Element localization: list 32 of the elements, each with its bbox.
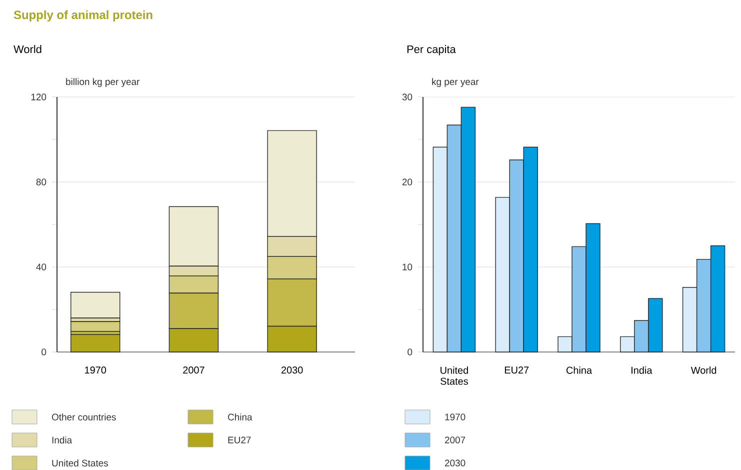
- y-tick-label: 20: [402, 178, 412, 186]
- legend-label: United States: [52, 460, 108, 466]
- x-tick-label: United States: [440, 366, 468, 385]
- x-tick-label: 1970: [85, 366, 106, 374]
- legend-label: EU27: [228, 436, 251, 444]
- legend-label: Other countries: [52, 414, 116, 420]
- y-tick-label: 0: [408, 348, 412, 356]
- legend-label: 2007: [444, 436, 466, 444]
- y-tick-label: 40: [36, 264, 46, 270]
- x-tick-label: EU27: [504, 366, 529, 374]
- y-axis-title: billion kg per year: [66, 78, 140, 87]
- chart-title: Supply of animal protein: [14, 10, 152, 22]
- legend-label: India: [52, 436, 72, 444]
- y-tick-label: 0: [42, 348, 46, 356]
- y-tick-label: 80: [36, 178, 46, 186]
- y-tick-label: 30: [402, 94, 412, 100]
- x-tick-label: 2030: [281, 366, 303, 374]
- y-axis-title: kg per year: [432, 78, 479, 87]
- legend-label: 2030: [444, 460, 466, 466]
- x-tick-label: India: [632, 366, 652, 374]
- chart-subtitle: World: [14, 45, 42, 54]
- bar: [70, 292, 120, 318]
- x-tick-label: 2007: [183, 366, 204, 374]
- y-tick-label: 10: [402, 264, 412, 270]
- x-tick-label: China: [566, 366, 592, 374]
- bar: [70, 334, 120, 352]
- bar: [70, 321, 120, 332]
- legend-label: China: [228, 414, 252, 420]
- y-tick-label: 120: [31, 94, 46, 100]
- x-tick-label: World: [690, 366, 716, 374]
- chart-subtitle: Per capita: [407, 45, 456, 56]
- legend-label: 1970: [445, 414, 466, 420]
